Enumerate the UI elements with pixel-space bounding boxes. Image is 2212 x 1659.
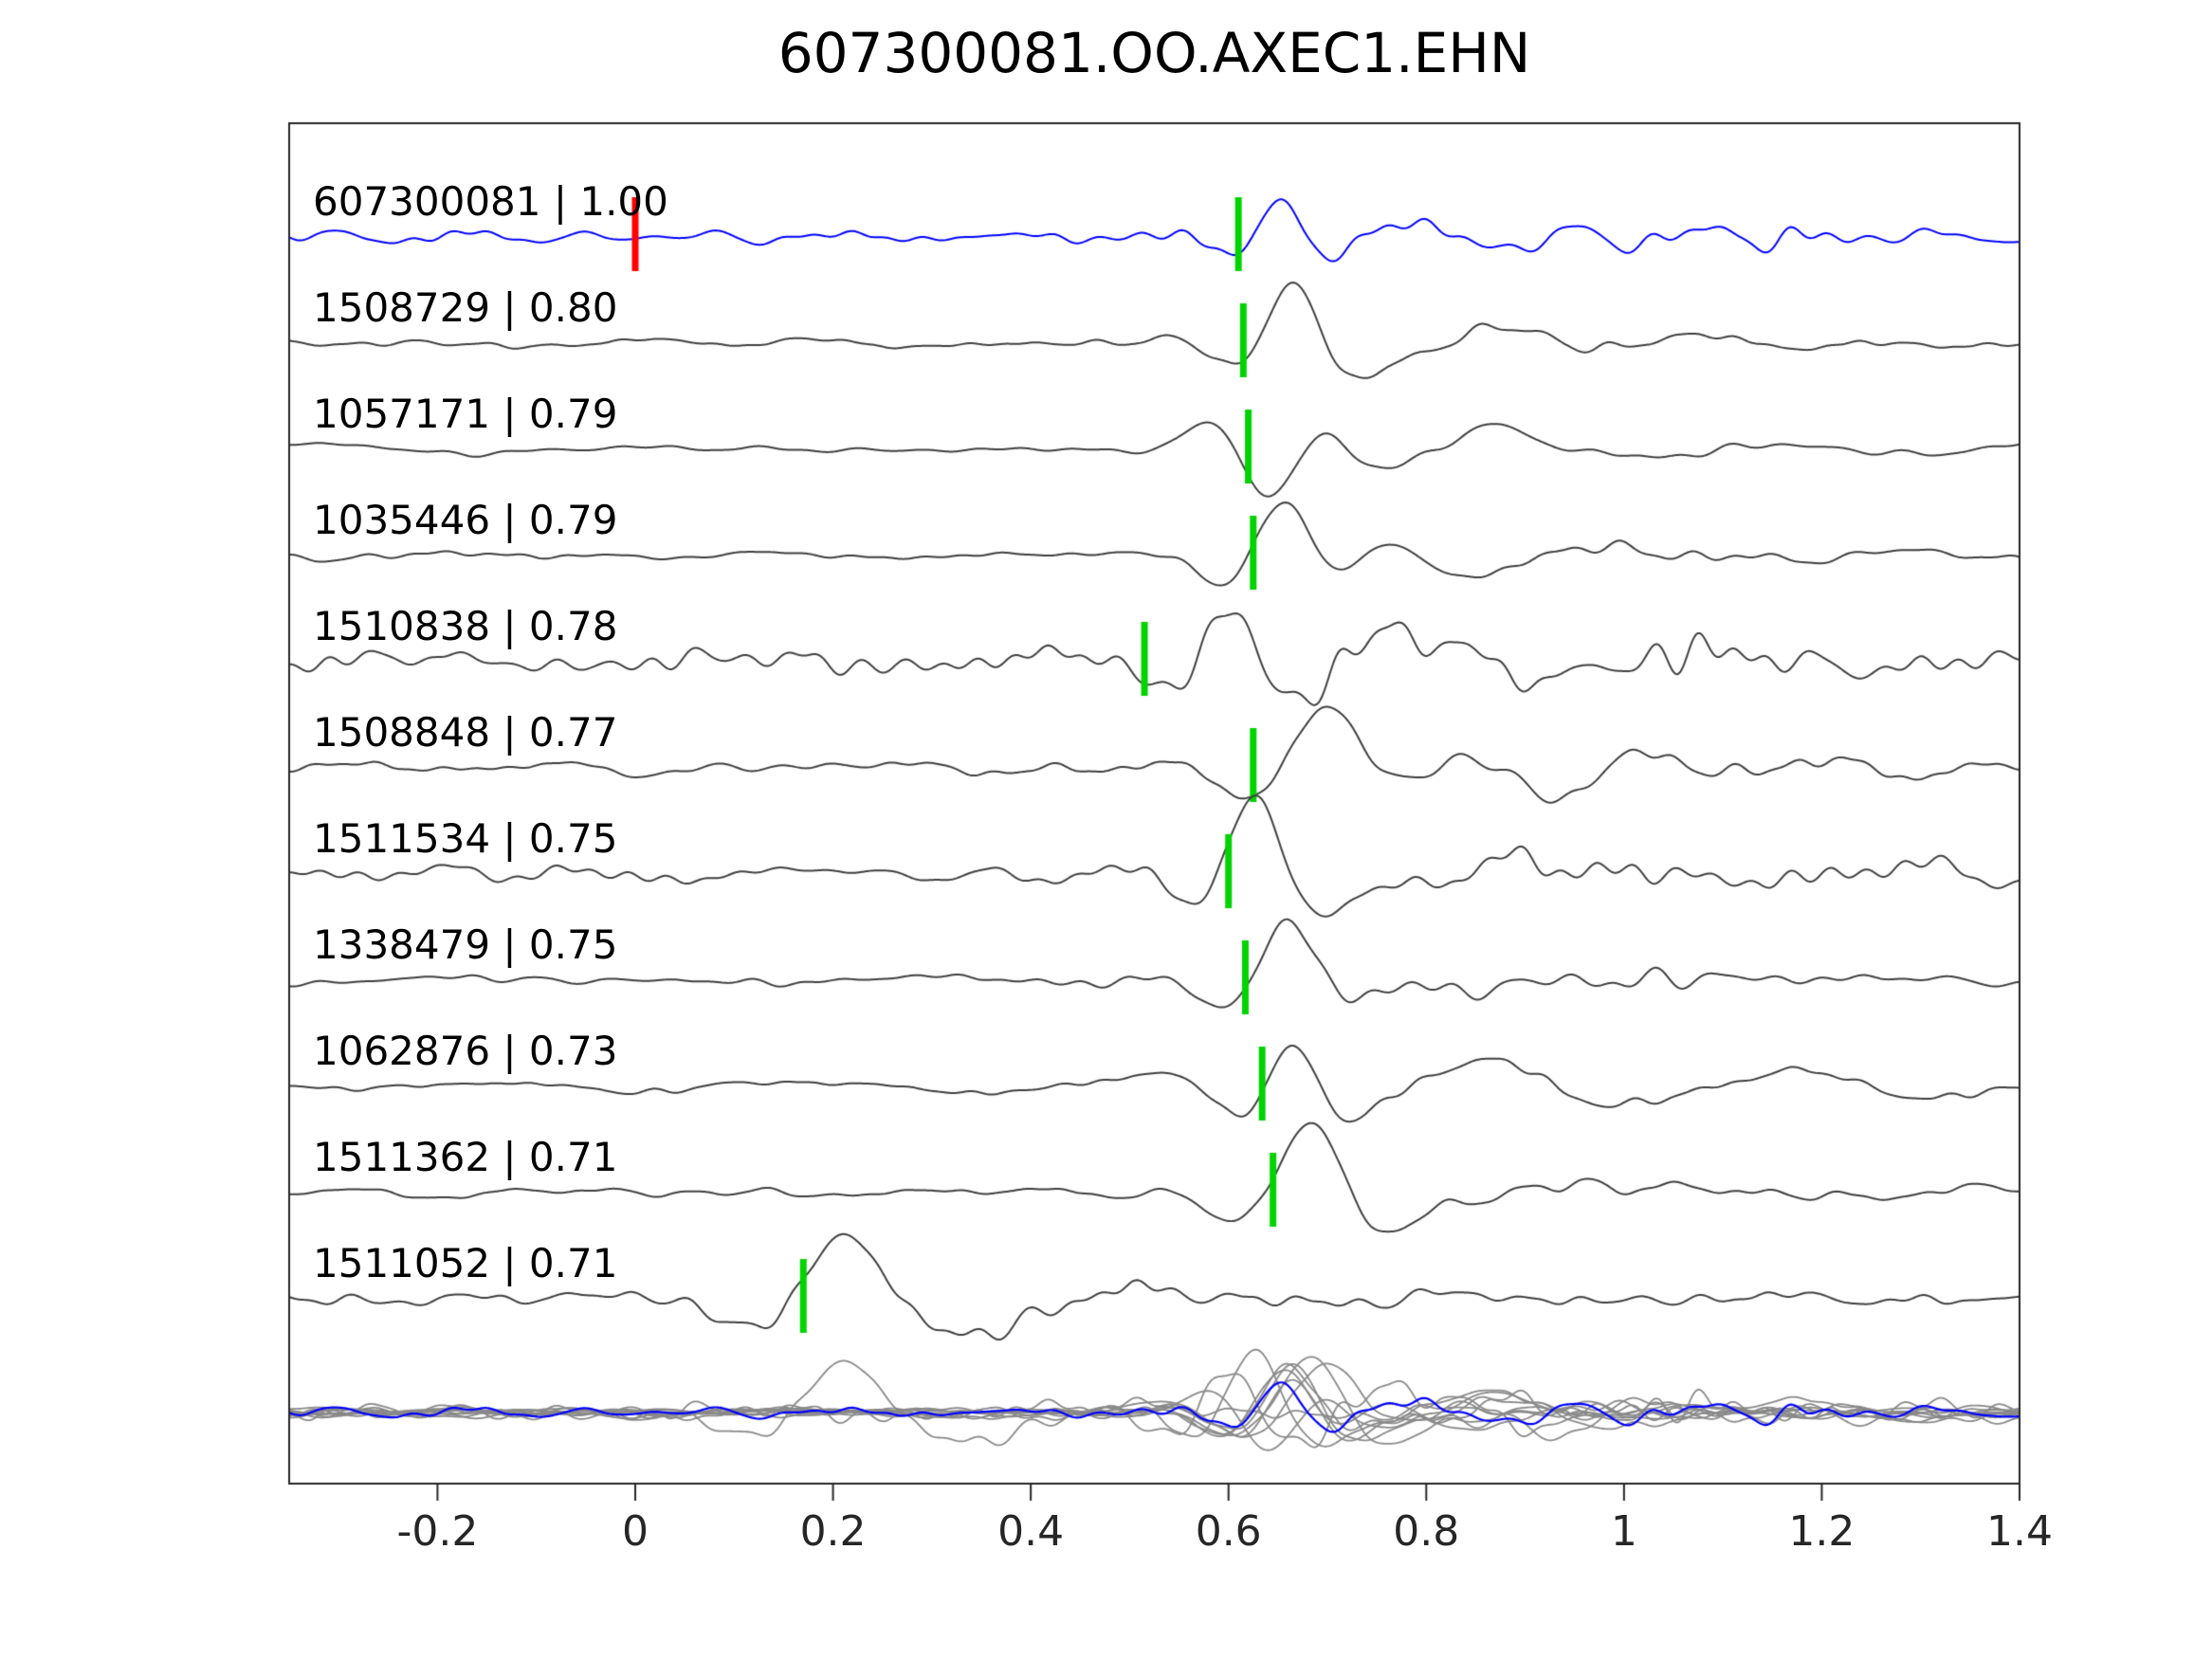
waveform-canvas xyxy=(0,0,2212,1659)
seismogram-figure: 607300081.OO.AXEC1.EHN 607300081 | 1.001… xyxy=(0,0,2212,1659)
